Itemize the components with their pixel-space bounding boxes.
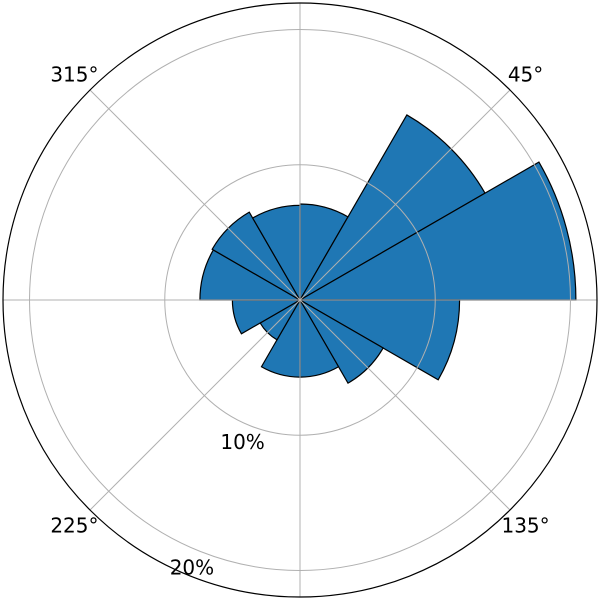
r-tick-label-0: 10% <box>220 430 264 454</box>
grid-layer <box>3 3 597 597</box>
theta-tick-label-3: 135° <box>501 514 549 538</box>
bars-layer <box>199 114 577 384</box>
angular-gridline-7 <box>89 89 301 301</box>
angular-gridline-3 <box>299 299 511 511</box>
labels-layer: 45°135°225°°315°10%20% <box>50 62 549 579</box>
bar-sector-2 <box>297 161 577 301</box>
theta-tick-label-5: 225° <box>50 514 98 538</box>
theta-tick-label-1: 45° <box>508 62 543 86</box>
angular-gridline-1 <box>299 89 511 301</box>
theta-tick-label-7: 315° <box>50 62 98 86</box>
angular-gridline-5 <box>89 299 301 511</box>
r-tick-label-1: 20% <box>170 555 214 579</box>
